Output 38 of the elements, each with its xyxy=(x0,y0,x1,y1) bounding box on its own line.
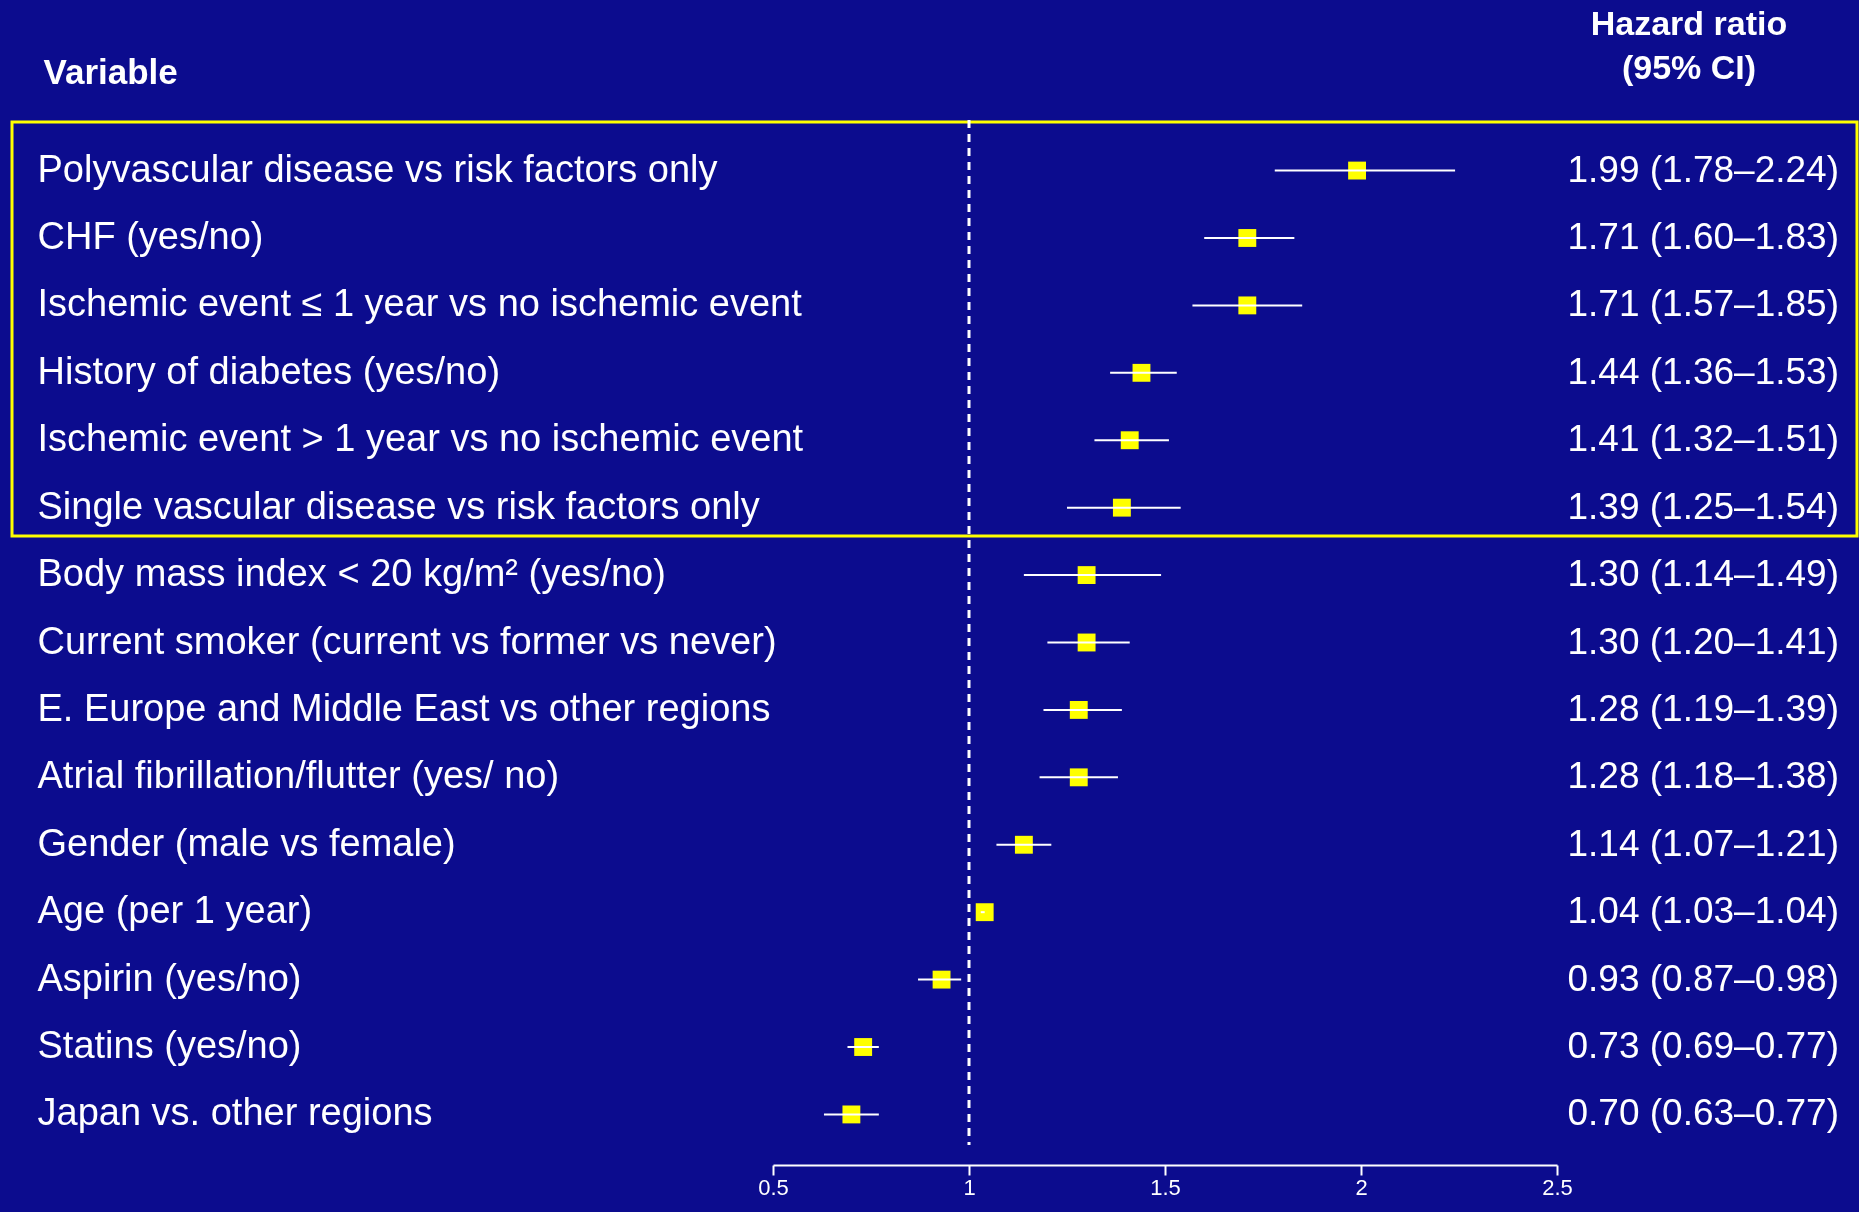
data-label: 1.30 (1.20–1.41) xyxy=(1567,620,1839,662)
y-tick-label: Aspirin (yes/no) xyxy=(37,956,302,999)
y-tick-label: Polyvascular disease vs risk factors only xyxy=(37,147,718,190)
data-label: 0.73 (0.69–0.77) xyxy=(1567,1025,1839,1067)
y-tick-label: Japan vs. other regions xyxy=(37,1091,433,1134)
x-tick-label: 2.5 xyxy=(1542,1174,1573,1200)
y-tick-label: CHF (yes/no) xyxy=(37,214,264,257)
text: Hazard ratio (95% CI) xyxy=(1590,4,1788,86)
x-tick-label: 2 xyxy=(1355,1174,1368,1200)
data-label: 1.71 (1.57–1.85) xyxy=(1567,283,1839,325)
x-tick-label: 1 xyxy=(963,1174,976,1200)
y-tick-label: Statins (yes/no) xyxy=(37,1024,302,1067)
data-label: 1.30 (1.14–1.49) xyxy=(1567,553,1839,595)
point xyxy=(975,903,994,922)
data-label: 1.39 (1.25–1.54) xyxy=(1567,485,1839,527)
data-label: 1.99 (1.78–2.24) xyxy=(1567,148,1839,190)
y-tick-label: E. Europe and Middle East vs other regions xyxy=(37,686,771,729)
y-tick-label: Gender (male vs female) xyxy=(37,821,456,864)
data-label: 1.71 (1.60–1.83) xyxy=(1567,215,1839,257)
y-axis-title: Variable xyxy=(43,51,178,91)
x-tick-label: 1.5 xyxy=(1150,1174,1181,1200)
data-label: 1.04 (1.03–1.04) xyxy=(1567,890,1839,932)
y-tick-label: Body mass index < 20 kg/m² (yes/no) xyxy=(37,552,666,595)
y-tick-label: History of diabetes (yes/no) xyxy=(37,349,501,392)
data-label: 1.28 (1.19–1.39) xyxy=(1567,687,1839,729)
data-label: 0.70 (0.63–0.77) xyxy=(1567,1092,1839,1134)
y-tick-label: Single vascular disease vs risk factors only xyxy=(37,484,760,527)
data-label: 1.41 (1.32–1.51) xyxy=(1567,418,1839,460)
y-tick-label: Atrial fibrillation/flutter (yes/ no) xyxy=(37,754,560,797)
data-label: 0.93 (0.87–0.98) xyxy=(1567,957,1839,999)
data-label: 1.44 (1.36–1.53) xyxy=(1567,350,1839,392)
y-tick-label: Age (per 1 year) xyxy=(37,889,313,932)
y-tick-label: Ischemic event > 1 year vs no ischemic event xyxy=(37,417,804,460)
x-tick-label: 0.5 xyxy=(758,1174,789,1200)
y-tick-label: Ischemic event ≤ 1 year vs no ischemic event xyxy=(37,282,803,325)
y-tick-label: Current smoker (current vs former vs never) xyxy=(37,619,777,662)
data-label: 1.28 (1.18–1.38) xyxy=(1567,755,1839,797)
data-label: 1.14 (1.07–1.21) xyxy=(1567,822,1839,864)
